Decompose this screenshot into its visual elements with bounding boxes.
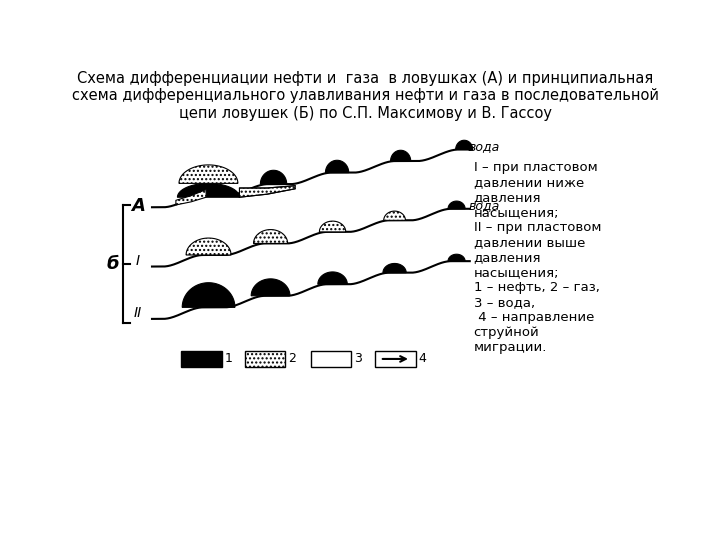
Polygon shape — [253, 230, 287, 244]
Polygon shape — [448, 201, 465, 209]
Text: 3: 3 — [354, 353, 362, 366]
Text: 1: 1 — [225, 353, 233, 366]
Polygon shape — [390, 150, 410, 161]
Bar — [375, 351, 415, 367]
Text: А: А — [131, 197, 145, 215]
Bar — [311, 351, 351, 367]
Polygon shape — [320, 221, 346, 232]
Polygon shape — [182, 283, 235, 307]
Text: вода: вода — [468, 140, 500, 153]
Polygon shape — [448, 254, 465, 261]
Text: 2: 2 — [289, 353, 296, 366]
Bar — [181, 351, 222, 367]
Text: вода: вода — [468, 199, 500, 212]
Text: I: I — [136, 254, 140, 268]
Text: 4: 4 — [418, 353, 426, 366]
Polygon shape — [318, 272, 347, 284]
Polygon shape — [261, 170, 287, 184]
Polygon shape — [325, 160, 348, 173]
Text: б: б — [107, 255, 120, 273]
Text: II: II — [134, 306, 142, 320]
Polygon shape — [186, 238, 231, 255]
Polygon shape — [177, 184, 240, 197]
Text: I – при пластовом
давлении ниже
давления
насыщения;
II – при пластовом
давлении : I – при пластовом давлении ниже давления… — [474, 161, 601, 354]
Text: Схема дифференциации нефти и  газа  в ловушках (А) и принципиальная
схема диффер: Схема дифференциации нефти и газа в лову… — [71, 71, 659, 121]
Polygon shape — [176, 190, 206, 205]
Bar — [245, 351, 285, 367]
Polygon shape — [251, 279, 290, 296]
Polygon shape — [456, 140, 473, 150]
Polygon shape — [384, 211, 405, 220]
Polygon shape — [383, 264, 406, 273]
Polygon shape — [179, 165, 238, 184]
Polygon shape — [240, 186, 295, 197]
